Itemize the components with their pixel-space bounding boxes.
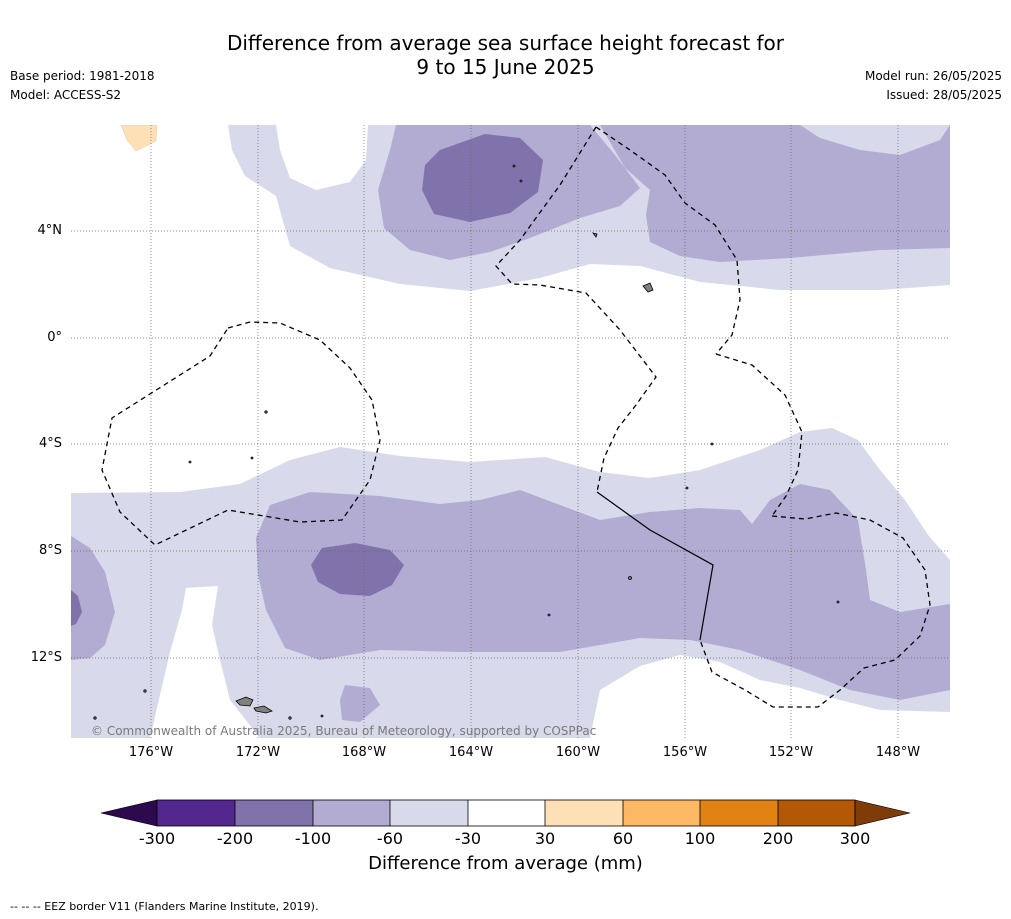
island-atoll-1 <box>642 282 654 293</box>
contour-south-dark <box>311 543 404 596</box>
eez-kiribati-line-north <box>595 126 741 355</box>
model-name: Model: ACCESS-S2 <box>10 88 122 102</box>
eez-kiribati-central <box>495 126 657 493</box>
colorbar-bin-5 <box>468 800 545 826</box>
island-dot-2 <box>188 460 192 464</box>
colorbar-tick-1: -300 <box>138 829 176 848</box>
colorbar-bin-8 <box>700 800 778 826</box>
island-dot-12 <box>320 714 324 718</box>
lat-label-0: 0° <box>47 330 62 345</box>
island-dot-3 <box>250 456 254 460</box>
contour-south-mid-islet <box>340 685 380 722</box>
colorbar-tick-5: -30 <box>454 829 482 848</box>
colorbar-tick-10: 300 <box>839 829 871 848</box>
eez-kiribati-phoenix <box>101 321 381 546</box>
lat-label-4s: 4°S <box>38 436 62 451</box>
white-hole-south-west <box>150 586 260 738</box>
lon-label-152w: 152°W <box>768 745 814 760</box>
colorbar-bin-7 <box>623 800 700 826</box>
contour-south-mid <box>256 484 950 700</box>
title-line-2: 9 to 15 June 2025 <box>416 55 595 79</box>
contour-positive-patch <box>120 125 158 152</box>
lon-label-148w: 148°W <box>875 745 921 760</box>
map-title: Difference from average sea surface heig… <box>0 31 1011 79</box>
colorbar-over-arrow <box>854 799 911 827</box>
colorbar-tick-3: -100 <box>294 829 332 848</box>
island-dot-14 <box>519 179 523 183</box>
contour-north-dark <box>422 134 543 222</box>
meta-left: Base period: 1981-2018 Model: ACCESS-S2 <box>10 67 155 105</box>
colorbar-tick-2: -200 <box>216 829 254 848</box>
map-area <box>71 125 950 738</box>
eez-borders <box>101 126 931 708</box>
island-dot-8 <box>288 716 292 720</box>
colorbar-tick-4: -60 <box>376 829 404 848</box>
lon-label-172w: 172°W <box>235 745 281 760</box>
base-period: Base period: 1981-2018 <box>10 69 155 83</box>
colorbar-bin-2 <box>235 800 313 826</box>
island-dot-13 <box>512 164 516 168</box>
title-line-1: Difference from average sea surface heig… <box>226 31 785 55</box>
white-hole-north <box>276 125 368 190</box>
lon-label-164w: 164°W <box>448 745 494 760</box>
lat-label-8s: 8°S <box>38 543 62 558</box>
colorbar-bin-3 <box>313 800 390 826</box>
gridlines <box>71 125 950 738</box>
lon-label-168w: 168°W <box>341 745 387 760</box>
colorbar-tick-8: 100 <box>684 829 716 848</box>
island-dot-10 <box>685 486 689 490</box>
colorbar-bin-1 <box>157 800 235 826</box>
colorbar-bin-9 <box>778 800 855 826</box>
eez-french-polynesia <box>699 512 931 708</box>
island-dot-4 <box>628 576 632 580</box>
contour-north-mid-east <box>600 125 950 262</box>
colorbar-bin-4 <box>390 800 468 826</box>
meta-right: Model run: 26/05/2025 Issued: 28/05/2025 <box>865 67 1002 105</box>
island-dot-6 <box>143 689 147 693</box>
eez-line-south <box>715 353 803 517</box>
island-dot-1 <box>264 410 268 414</box>
island-savaii <box>235 696 254 707</box>
island-dot-11 <box>836 600 840 604</box>
colorbar-tick-9: 200 <box>762 829 794 848</box>
island-upolu <box>253 705 273 714</box>
lat-label-12s: 12°S <box>30 650 62 665</box>
contour-south-mid-west <box>71 536 115 660</box>
colorbar <box>100 799 911 827</box>
contour-south-dark-west <box>71 590 82 626</box>
issued-date: Issued: 28/05/2025 <box>886 88 1002 102</box>
island-dot-9 <box>710 442 714 446</box>
boundary-solid <box>596 491 714 641</box>
colorbar-under-arrow <box>100 799 158 827</box>
white-hole-northeast <box>800 125 950 155</box>
eez-footnote: -- -- -- EEZ border V11 (Flanders Marine… <box>10 900 319 913</box>
lon-label-156w: 156°W <box>662 745 708 760</box>
colorbar-bin-6 <box>545 800 623 826</box>
model-run: Model run: 26/05/2025 <box>864 69 1002 83</box>
lon-label-160w: 160°W <box>555 745 601 760</box>
copyright-notice: © Commonwealth of Australia 2025, Bureau… <box>91 724 597 738</box>
colorbar-tick-7: 60 <box>612 829 634 848</box>
white-hole-south-east <box>590 655 950 738</box>
colorbar-tick-6: 30 <box>534 829 556 848</box>
island-dot-5 <box>547 613 551 617</box>
island-atoll-2 <box>592 232 598 238</box>
lat-label-4n: 4°N <box>37 223 63 238</box>
island-dot-7 <box>93 716 97 720</box>
lon-label-176w: 176°W <box>128 745 174 760</box>
islands <box>93 164 840 720</box>
colorbar-title: Difference from average (mm) <box>368 853 643 874</box>
colorbar-dividers <box>156 799 856 827</box>
